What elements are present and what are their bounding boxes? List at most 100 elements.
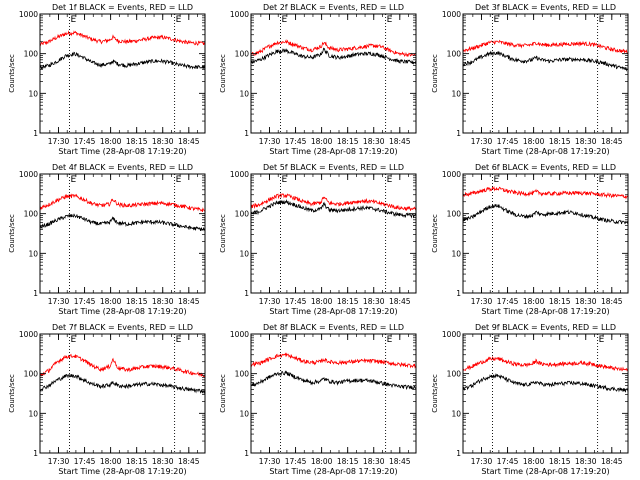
y-tick-label: 1000 bbox=[19, 170, 38, 179]
lld-series-line bbox=[39, 353, 206, 378]
marker-label: E bbox=[599, 335, 605, 345]
x-tick-label: 18:15 bbox=[549, 137, 571, 146]
marker-label: E bbox=[71, 175, 77, 185]
x-tick-label: 18:15 bbox=[337, 137, 359, 146]
lld-series-line bbox=[250, 352, 417, 369]
y-tick-label: 1 bbox=[456, 449, 461, 458]
y-tick-label: 100 bbox=[235, 370, 250, 379]
y-tick-label: 10 bbox=[239, 409, 249, 418]
x-tick-label: 17:45 bbox=[285, 457, 307, 466]
detector-panel: Det 8f BLACK = Events, RED = LLD Counts/s… bbox=[219, 323, 417, 476]
x-tick-label: 18:45 bbox=[178, 137, 200, 146]
x-tick-label: 17:30 bbox=[48, 137, 70, 146]
x-tick-label: 17:45 bbox=[497, 457, 519, 466]
detector-panel: Det 9f BLACK = Events, RED = LLD Counts/s… bbox=[431, 323, 629, 476]
x-tick-label: 18:15 bbox=[126, 297, 148, 306]
y-tick-label: 100 bbox=[24, 50, 39, 59]
y-tick-label: 10 bbox=[28, 89, 38, 98]
lld-series-line bbox=[39, 193, 206, 213]
x-tick-label: 18:45 bbox=[601, 297, 623, 306]
marker-label: E bbox=[494, 15, 500, 25]
x-tick-label: 17:45 bbox=[285, 297, 307, 306]
y-tick-label: 10 bbox=[451, 409, 461, 418]
x-tick-label: 18:15 bbox=[549, 457, 571, 466]
events-series-line bbox=[462, 373, 629, 393]
y-axis-label: Counts/sec bbox=[431, 54, 439, 93]
panel-title: Det 7f BLACK = Events, RED = LLD bbox=[52, 323, 193, 332]
y-tick-label: 1 bbox=[33, 129, 38, 138]
x-tick-label: 18:00 bbox=[311, 457, 333, 466]
y-axis-label: Counts/sec bbox=[8, 214, 16, 253]
events-series-line bbox=[250, 47, 417, 65]
lld-series-line bbox=[39, 30, 206, 47]
plot-frame bbox=[462, 173, 629, 294]
marker-label: E bbox=[494, 335, 500, 345]
x-tick-label: 18:30 bbox=[152, 297, 174, 306]
events-series-line bbox=[250, 199, 417, 219]
plot-frame bbox=[39, 333, 206, 454]
y-tick-label: 1000 bbox=[19, 10, 38, 19]
marker-label: E bbox=[282, 15, 288, 25]
x-tick-label: 18:30 bbox=[152, 457, 174, 466]
panel-title: Det 3f BLACK = Events, RED = LLD bbox=[475, 3, 616, 12]
x-tick-label: 18:15 bbox=[337, 457, 359, 466]
plot-frame bbox=[462, 13, 629, 134]
panel-title: Det 8f BLACK = Events, RED = LLD bbox=[263, 323, 404, 332]
x-tick-label: 18:45 bbox=[389, 457, 411, 466]
marker-label: E bbox=[176, 175, 182, 185]
y-tick-label: 10 bbox=[28, 409, 38, 418]
x-tick-label: 18:15 bbox=[337, 297, 359, 306]
x-tick-label: 18:45 bbox=[389, 137, 411, 146]
x-tick-label: 17:30 bbox=[259, 137, 281, 146]
x-tick-label: 18:45 bbox=[178, 457, 200, 466]
detector-panel: Det 3f BLACK = Events, RED = LLD Counts/s… bbox=[431, 3, 629, 156]
y-tick-label: 10 bbox=[451, 249, 461, 258]
x-axis-label: Start Time (28-Apr-08 17:19:20) bbox=[269, 147, 397, 156]
y-tick-label: 1 bbox=[33, 449, 38, 458]
y-tick-label: 1 bbox=[456, 129, 461, 138]
lld-series-line bbox=[462, 355, 629, 372]
x-axis-label: Start Time (28-Apr-08 17:19:20) bbox=[481, 307, 609, 316]
lld-series-line bbox=[250, 39, 417, 57]
y-tick-label: 1000 bbox=[19, 330, 38, 339]
y-axis-label: Counts/sec bbox=[219, 214, 227, 253]
marker-label: E bbox=[387, 175, 393, 185]
plot-frame bbox=[250, 173, 417, 294]
x-tick-label: 18:00 bbox=[523, 137, 545, 146]
x-tick-label: 17:45 bbox=[74, 137, 96, 146]
marker-label: E bbox=[176, 15, 182, 25]
y-axis-label: Counts/sec bbox=[431, 374, 439, 413]
detector-panel: Det 4f BLACK = Events, RED = LLD Counts/s… bbox=[8, 163, 206, 316]
x-tick-label: 17:45 bbox=[497, 297, 519, 306]
x-tick-label: 18:15 bbox=[549, 297, 571, 306]
x-tick-label: 18:30 bbox=[575, 457, 597, 466]
panel-title: Det 2f BLACK = Events, RED = LLD bbox=[263, 3, 404, 12]
x-tick-label: 18:15 bbox=[126, 137, 148, 146]
x-tick-label: 17:30 bbox=[259, 297, 281, 306]
y-tick-label: 1000 bbox=[230, 330, 249, 339]
plot-frame bbox=[250, 13, 417, 134]
events-series-line bbox=[39, 51, 206, 70]
panel-title: Det 1f BLACK = Events, RED = LLD bbox=[52, 3, 193, 12]
events-series-line bbox=[39, 213, 206, 232]
marker-label: E bbox=[282, 175, 288, 185]
marker-label: E bbox=[494, 175, 500, 185]
y-tick-label: 10 bbox=[239, 89, 249, 98]
x-tick-label: 18:30 bbox=[363, 137, 385, 146]
marker-label: E bbox=[387, 335, 393, 345]
x-tick-label: 17:45 bbox=[74, 297, 96, 306]
marker-label: E bbox=[599, 175, 605, 185]
x-tick-label: 18:45 bbox=[601, 457, 623, 466]
x-tick-label: 18:00 bbox=[100, 457, 122, 466]
marker-label: E bbox=[387, 15, 393, 25]
y-tick-label: 1000 bbox=[230, 170, 249, 179]
marker-label: E bbox=[599, 15, 605, 25]
events-series-line bbox=[462, 50, 629, 72]
x-axis-label: Start Time (28-Apr-08 17:19:20) bbox=[481, 467, 609, 476]
marker-label: E bbox=[71, 335, 77, 345]
lld-series-line bbox=[250, 192, 417, 212]
events-series-line bbox=[250, 370, 417, 390]
x-tick-label: 18:15 bbox=[126, 457, 148, 466]
events-series-line bbox=[39, 373, 206, 395]
x-tick-label: 18:30 bbox=[575, 297, 597, 306]
